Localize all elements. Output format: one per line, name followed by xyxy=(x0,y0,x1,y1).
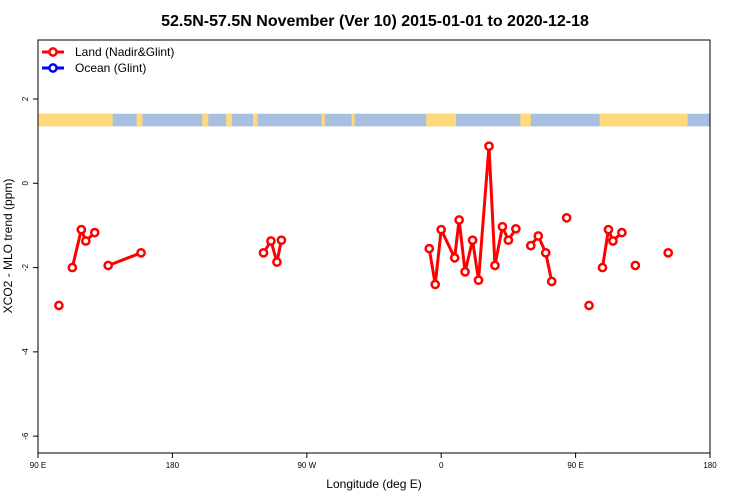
strip-land-segment xyxy=(426,113,457,127)
data-point xyxy=(272,257,282,267)
data-point xyxy=(103,260,114,271)
data-point xyxy=(630,260,641,271)
data-point xyxy=(484,141,494,152)
y-axis: 2 0 -2 -4 -6 xyxy=(21,96,38,440)
x-axis: 90 E 180 90 W 0 90 E 180 xyxy=(30,453,717,470)
data-point xyxy=(490,260,500,271)
series-line xyxy=(70,228,96,268)
strip-land-segment xyxy=(202,113,209,127)
legend-item-ocean: Ocean (Glint) xyxy=(42,61,146,75)
series-line xyxy=(427,144,518,286)
data-point xyxy=(608,236,618,246)
data-point xyxy=(136,247,146,258)
data-point xyxy=(525,240,536,251)
strip-land-segment xyxy=(520,113,531,127)
data-point xyxy=(454,215,464,225)
x-tick-label: 0 xyxy=(439,461,444,470)
series-land-nadir-glint- xyxy=(54,141,674,311)
series-line xyxy=(529,234,554,282)
series-layer xyxy=(54,141,674,311)
strip-land-segment xyxy=(599,113,688,127)
data-point xyxy=(533,231,544,241)
data-point xyxy=(603,224,614,235)
y-tick-label: 2 xyxy=(21,96,30,101)
data-point xyxy=(473,275,484,286)
strip-land-segment xyxy=(321,113,325,127)
data-point xyxy=(460,266,470,277)
series-line xyxy=(262,239,283,264)
land-sea-strip xyxy=(38,113,710,127)
data-point xyxy=(597,262,608,273)
series-line xyxy=(600,228,623,268)
strip-land-segment xyxy=(253,113,258,127)
data-point xyxy=(511,223,521,234)
x-tick-label: 90 E xyxy=(30,461,46,470)
data-point xyxy=(80,236,91,246)
data-point xyxy=(89,227,100,238)
x-tick-label: 180 xyxy=(166,461,180,470)
legend-swatch-land-marker xyxy=(48,47,58,57)
strip-land-segment xyxy=(136,113,143,127)
data-point xyxy=(497,221,508,232)
x-tick-label: 180 xyxy=(703,461,717,470)
legend-label-land: Land (Nadir&Glint) xyxy=(75,45,174,59)
x-axis-label: Longitude (deg E) xyxy=(326,477,421,491)
x-tick-label: 90 W xyxy=(297,461,316,470)
data-point xyxy=(424,243,435,254)
data-point xyxy=(561,212,572,223)
legend: Land (Nadir&Glint) Ocean (Glint) xyxy=(42,45,174,75)
y-tick-label: -4 xyxy=(21,348,30,356)
data-point xyxy=(266,236,276,246)
data-point xyxy=(503,235,514,246)
data-point xyxy=(540,247,551,258)
data-point xyxy=(546,276,557,287)
chart-title: 52.5N-57.5N November (Ver 10) 2015-01-01… xyxy=(161,13,589,30)
y-tick-label: -6 xyxy=(21,432,30,440)
strip-land-segment xyxy=(38,113,113,127)
plot-frame xyxy=(37,39,711,454)
data-point xyxy=(467,235,478,246)
legend-item-land: Land (Nadir&Glint) xyxy=(42,45,174,59)
strip-land-segment xyxy=(226,113,233,127)
y-axis-label: XCO2 - MLO trend (ppm) xyxy=(1,179,15,314)
y-tick-label: -2 xyxy=(21,263,30,271)
data-point xyxy=(54,300,64,311)
data-point xyxy=(76,224,87,235)
data-point xyxy=(258,247,269,258)
series-line xyxy=(107,251,142,267)
y-tick-label: 0 xyxy=(21,181,30,186)
legend-label-ocean: Ocean (Glint) xyxy=(75,61,146,75)
data-point xyxy=(436,224,447,235)
data-point xyxy=(449,253,460,263)
data-point xyxy=(276,235,287,246)
data-point xyxy=(430,279,441,290)
legend-swatch-ocean-marker xyxy=(48,63,58,73)
data-point xyxy=(67,262,78,273)
data-point xyxy=(584,300,594,311)
strip-land-segment xyxy=(351,113,355,127)
data-point xyxy=(663,247,674,258)
data-point xyxy=(617,227,627,238)
x-tick-label: 90 E xyxy=(567,461,583,470)
